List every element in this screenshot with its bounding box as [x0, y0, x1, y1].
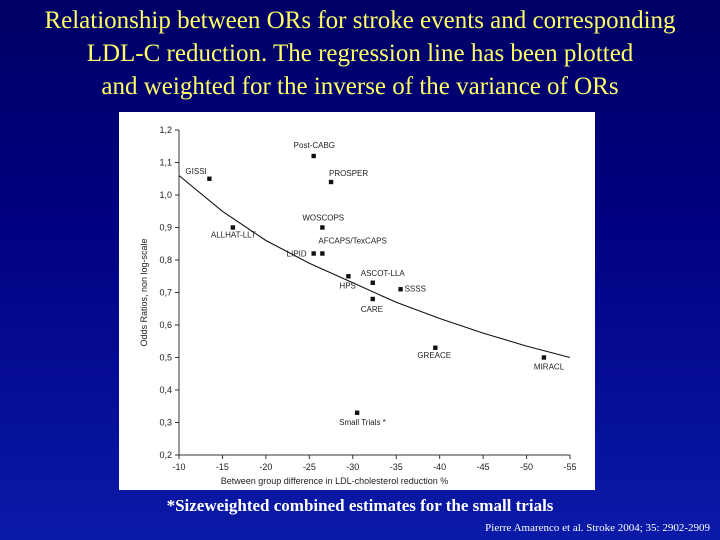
x-tick-label: -15 — [216, 462, 229, 472]
data-point — [370, 296, 375, 302]
data-point-label: Small Trials * — [339, 418, 386, 427]
y-tick-label: 0,2 — [159, 450, 172, 460]
data-point — [230, 225, 236, 230]
data-point-label: ASCOT-LLA — [361, 269, 406, 278]
x-tick-label: -45 — [477, 462, 490, 472]
x-tick-label: -25 — [303, 462, 316, 472]
x-tick-label: -50 — [520, 462, 533, 472]
title-line-1: Relationship between ORs for stroke even… — [44, 7, 676, 34]
data-point-label: GISSI — [185, 167, 206, 176]
data-point — [320, 251, 325, 256]
y-axis-label: Odds Ratios, non log-scale — [139, 238, 149, 346]
data-point-label: SSSS — [405, 284, 426, 293]
x-axis-label: Between group difference in LDL-choleste… — [221, 476, 448, 486]
x-tick-label: -30 — [346, 462, 359, 472]
title-line-2: LDL-C reduction. The regression line has… — [86, 40, 634, 67]
data-point-label: LIPID — [287, 250, 307, 259]
data-point-label: ALLHAT-LLT — [211, 231, 256, 240]
y-tick-label: 0,9 — [159, 223, 172, 233]
data-point-label: WOSCOPS — [302, 214, 344, 223]
y-tick-label: 0,8 — [159, 255, 172, 265]
data-point — [311, 153, 316, 159]
data-point-label: MIRACL — [534, 363, 565, 372]
y-tick-label: 0,6 — [159, 320, 172, 330]
data-point — [433, 345, 438, 350]
data-point — [370, 280, 375, 285]
x-tick-label: -10 — [172, 462, 185, 472]
x-tick-label: -35 — [390, 462, 403, 472]
data-point-label: CARE — [361, 305, 383, 314]
data-point-label: Post-CABG — [294, 141, 335, 150]
data-point — [346, 274, 351, 279]
data-point — [311, 251, 316, 256]
x-tick-label: -40 — [433, 462, 446, 472]
data-point — [541, 355, 547, 360]
y-tick-label: 0,7 — [159, 288, 172, 298]
regression-line — [178, 175, 571, 359]
data-point — [328, 179, 334, 185]
x-tick-label: -55 — [563, 462, 576, 472]
slide-title: Relationship between ORs for stroke even… — [0, 4, 720, 103]
data-point-label: GREACE — [417, 351, 451, 360]
y-tick-label: 1,1 — [159, 158, 172, 168]
citation: Pierre Amarenco et al. Stroke 2004; 35: … — [485, 522, 710, 534]
footnote: *Sizeweighted combined estimates for the… — [166, 496, 554, 515]
data-point-label: AFCAPS/TexCAPS — [318, 237, 386, 246]
data-point — [354, 410, 360, 415]
y-tick-label: 1,0 — [159, 190, 172, 200]
y-tick-label: 0,4 — [159, 385, 172, 395]
data-point-label: PROSPER — [329, 169, 368, 178]
y-tick-label: 0,3 — [159, 418, 172, 428]
data-point-label: HPS — [339, 281, 355, 290]
y-tick-label: 1,2 — [159, 125, 172, 135]
x-tick-label: -20 — [259, 462, 272, 472]
data-point — [398, 287, 403, 292]
y-tick-label: 0,5 — [159, 353, 172, 363]
chart-svg: 0,2 0,3 0,4 0,5 0,6 0,7 0,8 0,9 1,0 1,1 1,2 -10 -15 -… — [139, 125, 577, 486]
data-point — [207, 176, 212, 181]
title-line-3: and weighted for the inverse of the vari… — [101, 73, 619, 100]
data-point — [320, 225, 325, 230]
scatter-chart: 0,2 0,3 0,4 0,5 0,6 0,7 0,8 0,9 1,0 1,1 1,2 -10 -15 -… — [119, 112, 595, 490]
